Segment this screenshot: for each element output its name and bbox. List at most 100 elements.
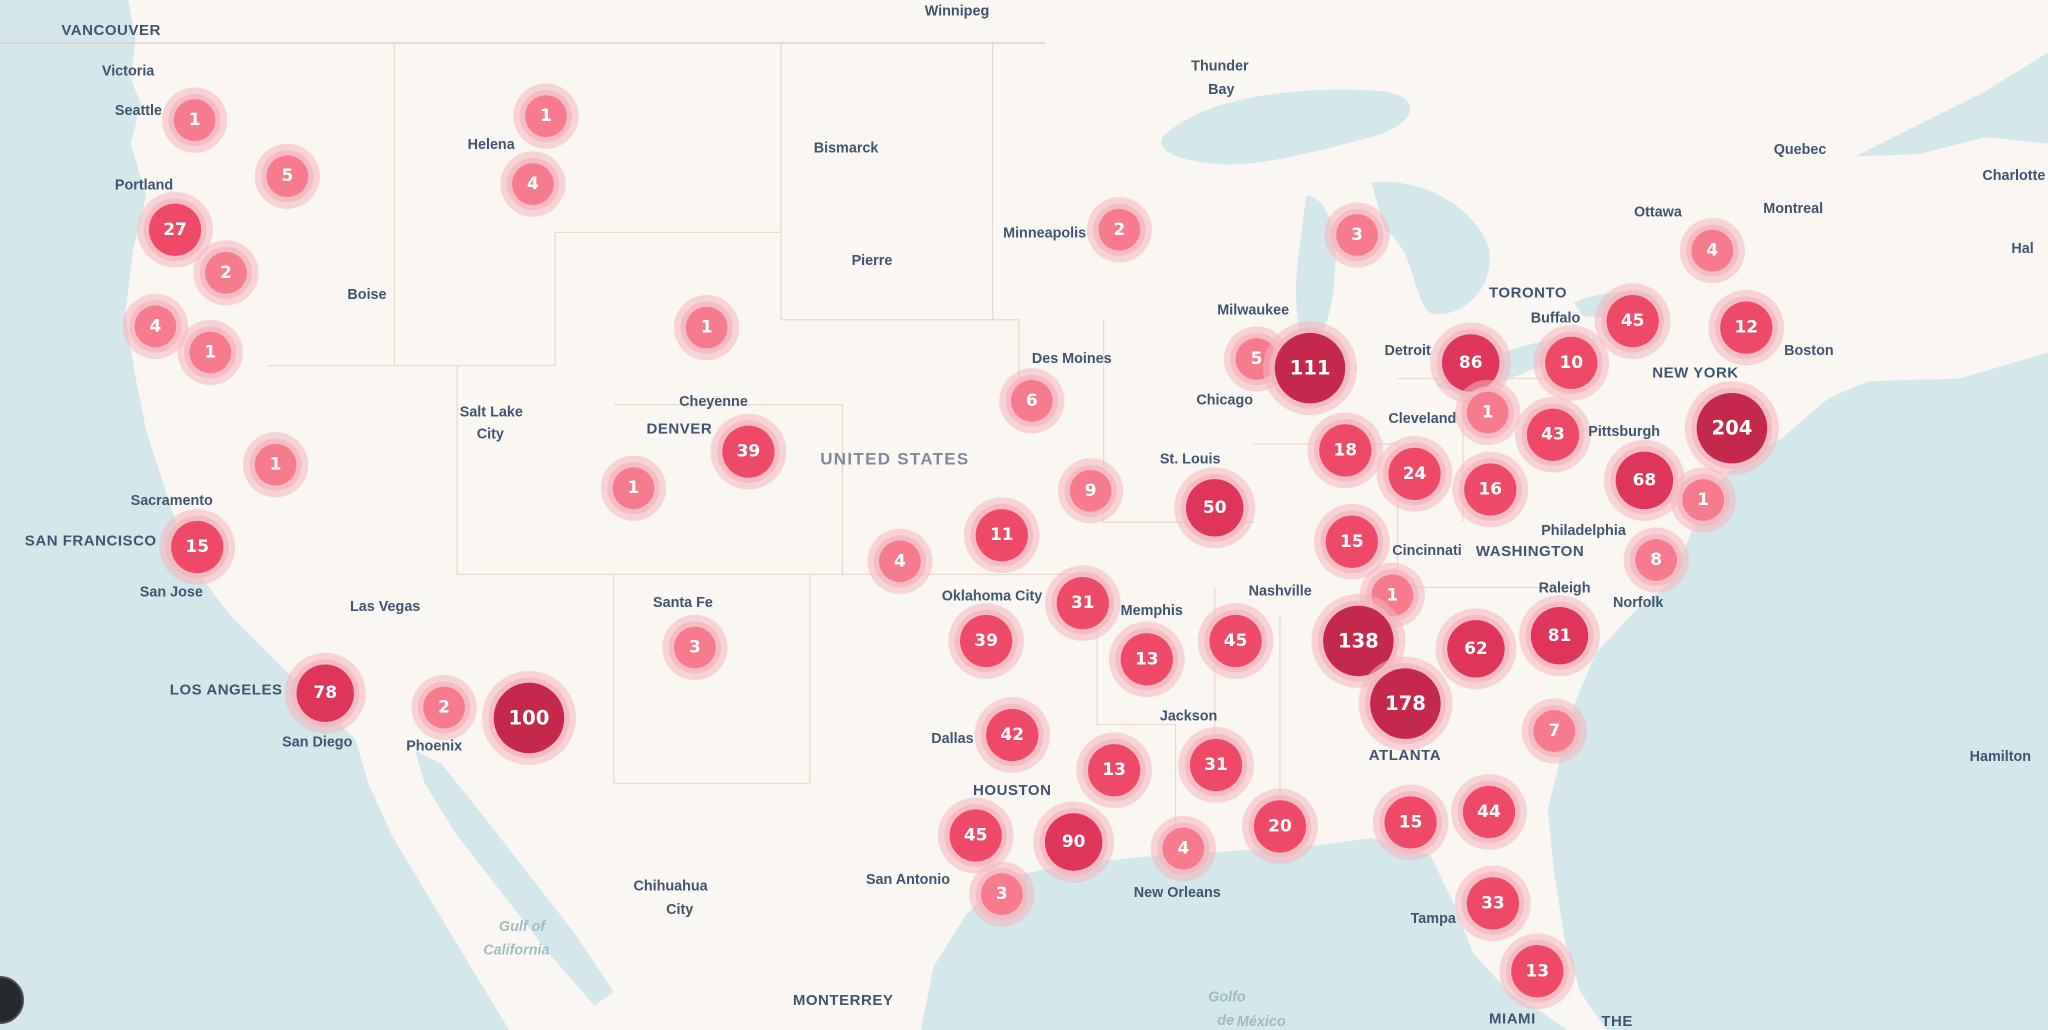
cluster-marker[interactable]: 27 xyxy=(137,191,213,268)
city-label: MIAMI xyxy=(1489,1010,1536,1027)
city-label: San Diego xyxy=(282,735,352,751)
cluster-count: 6 xyxy=(1026,391,1038,411)
cluster-marker[interactable]: 39 xyxy=(710,413,787,490)
cluster-marker[interactable]: 12 xyxy=(1708,289,1785,366)
cluster-marker[interactable]: 16 xyxy=(1452,451,1529,528)
cluster-marker[interactable]: 3 xyxy=(1324,202,1390,268)
cluster-marker[interactable]: 2 xyxy=(193,240,259,306)
city-label: HOUSTON xyxy=(973,782,1051,799)
cluster-marker[interactable]: 1 xyxy=(1455,379,1521,446)
cluster-dot xyxy=(1274,332,1346,404)
cluster-marker[interactable]: 1 xyxy=(673,295,740,361)
cluster-count: 11 xyxy=(990,525,1014,545)
cluster-marker[interactable]: 100 xyxy=(481,671,576,765)
cluster-marker[interactable]: 3 xyxy=(662,614,728,681)
cluster-marker[interactable]: 178 xyxy=(1358,656,1453,751)
cluster-marker[interactable]: 5 xyxy=(254,143,320,209)
city-label: Memphis xyxy=(1121,603,1183,619)
cluster-marker[interactable]: 39 xyxy=(948,603,1024,679)
gulf-of-mexico xyxy=(920,838,1568,1030)
city-label: City xyxy=(477,427,504,443)
city-label: Norfolk xyxy=(1613,595,1663,611)
cluster-marker[interactable]: 13 xyxy=(1499,933,1576,1010)
cluster-marker[interactable]: 1 xyxy=(161,87,228,153)
cluster-dot xyxy=(1466,391,1509,434)
city-label: Winnipeg xyxy=(925,4,990,20)
city-label: TORONTO xyxy=(1489,285,1567,302)
cluster-marker[interactable]: 24 xyxy=(1376,436,1453,512)
cluster-marker[interactable]: 4 xyxy=(867,528,933,594)
cluster-dot xyxy=(254,443,297,486)
cluster-marker[interactable]: 15 xyxy=(1372,784,1449,861)
cluster-dot xyxy=(960,614,1013,668)
cluster-marker[interactable]: 6 xyxy=(999,368,1065,434)
cluster-dot xyxy=(1370,668,1441,739)
cluster-marker[interactable]: 2 xyxy=(411,674,477,741)
cluster-marker[interactable]: 111 xyxy=(1263,321,1358,416)
cluster-marker[interactable]: 45 xyxy=(1197,603,1274,679)
cluster-marker[interactable]: 15 xyxy=(159,509,236,585)
city-label: Quebec xyxy=(1774,142,1827,158)
cluster-marker[interactable]: 31 xyxy=(1178,727,1254,803)
cluster-marker[interactable]: 62 xyxy=(1435,608,1517,690)
cluster-marker[interactable]: 11 xyxy=(963,497,1040,574)
cluster-count: 1 xyxy=(701,318,713,338)
cluster-marker[interactable]: 15 xyxy=(1313,503,1390,580)
cluster-marker[interactable]: 43 xyxy=(1515,396,1591,473)
cluster-marker[interactable]: 44 xyxy=(1451,774,1527,850)
cluster-dot xyxy=(1185,479,1244,537)
cluster-marker[interactable]: 2 xyxy=(1086,197,1152,263)
cluster-marker[interactable]: 81 xyxy=(1519,595,1600,677)
cluster-count: 18 xyxy=(1333,440,1357,460)
cluster-dot xyxy=(1056,577,1109,630)
cluster-marker[interactable]: 20 xyxy=(1242,788,1318,865)
cluster-dot xyxy=(525,95,567,138)
cluster-count: 24 xyxy=(1403,464,1427,484)
cluster-marker[interactable]: 1 xyxy=(242,432,309,498)
city-label: Boise xyxy=(347,287,386,303)
cluster-marker[interactable]: 1 xyxy=(177,319,243,386)
cluster-marker[interactable]: 78 xyxy=(284,652,366,734)
cluster-marker[interactable]: 1 xyxy=(600,455,667,521)
cluster-marker[interactable]: 4 xyxy=(122,293,189,359)
cluster-marker[interactable]: 18 xyxy=(1307,412,1384,489)
cluster-marker[interactable]: 90 xyxy=(1033,801,1115,883)
city-label: Pierre xyxy=(852,253,893,269)
cluster-marker[interactable]: 4 xyxy=(500,151,566,217)
cluster-marker[interactable]: 204 xyxy=(1684,381,1779,476)
cluster-marker[interactable]: 50 xyxy=(1174,467,1256,549)
cluster-marker[interactable]: 1 xyxy=(1670,467,1736,533)
cluster-marker[interactable]: 13 xyxy=(1108,621,1185,698)
cluster-marker[interactable]: 1 xyxy=(513,83,579,149)
cluster-count: 2 xyxy=(220,263,232,283)
city-label: Las Vegas xyxy=(350,599,420,615)
city-label: Cheyenne xyxy=(679,394,748,410)
cluster-count: 39 xyxy=(737,442,761,462)
cluster-marker[interactable]: 45 xyxy=(937,797,1014,874)
cluster-dot xyxy=(1682,479,1725,521)
cluster-marker[interactable]: 45 xyxy=(1594,283,1671,359)
cluster-dot xyxy=(1336,214,1378,256)
cluster-count: 12 xyxy=(1734,318,1758,338)
cluster-marker[interactable]: 68 xyxy=(1603,439,1685,521)
cluster-count: 1 xyxy=(270,455,282,475)
cluster-marker[interactable]: 33 xyxy=(1455,865,1531,942)
cluster-marker[interactable]: 3 xyxy=(969,861,1035,927)
cluster-marker[interactable]: 10 xyxy=(1533,325,1610,401)
city-label: WASHINGTON xyxy=(1476,543,1584,560)
city-label: Boston xyxy=(1784,343,1833,359)
cluster-marker[interactable]: 31 xyxy=(1044,565,1121,641)
cluster-marker[interactable]: 7 xyxy=(1521,698,1587,764)
cluster-marker[interactable]: 42 xyxy=(974,697,1051,773)
cluster-count: 31 xyxy=(1071,593,1095,613)
cluster-count: 1 xyxy=(540,106,552,126)
cluster-marker[interactable]: 9 xyxy=(1057,458,1124,524)
cluster-dot xyxy=(1615,451,1674,510)
cluster-marker[interactable]: 4 xyxy=(1679,218,1745,284)
cluster-marker[interactable]: 13 xyxy=(1076,732,1152,809)
cluster-dot xyxy=(685,306,728,349)
cluster-dot xyxy=(1069,469,1112,512)
cluster-marker[interactable]: 4 xyxy=(1150,815,1216,882)
cluster-marker[interactable]: 8 xyxy=(1623,527,1689,593)
